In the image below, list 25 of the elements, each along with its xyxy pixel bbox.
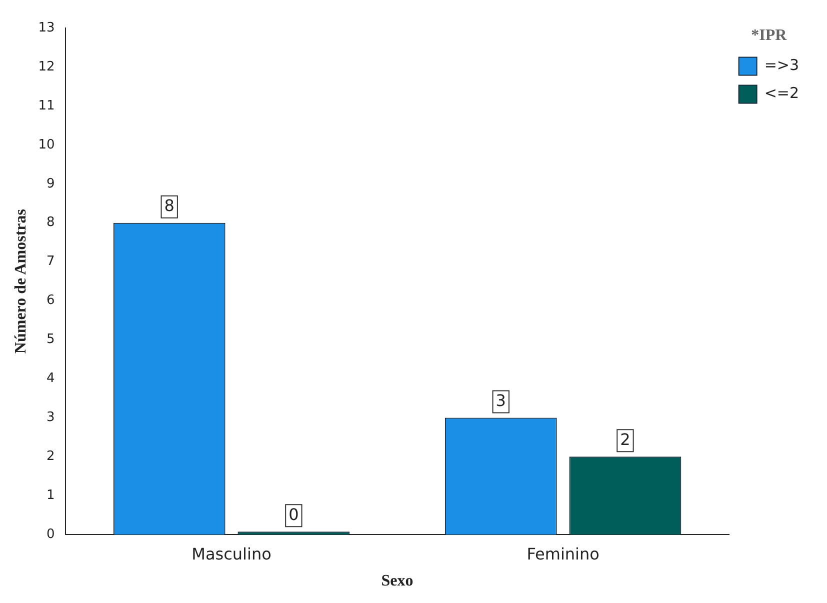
y-tick-label: 0 <box>46 526 55 542</box>
data-label: 0 <box>288 504 299 524</box>
data-label: 8 <box>164 196 174 215</box>
y-tick-label: 1 <box>46 488 55 504</box>
y-tick-label: 10 <box>38 137 55 152</box>
y-tick-label: 3 <box>46 410 55 426</box>
data-label: 3 <box>496 390 506 410</box>
y-tick-label: 9 <box>46 176 55 192</box>
y-tick-label: 5 <box>46 332 55 348</box>
legend-label: <=2 <box>764 84 800 102</box>
y-tick-label: 8 <box>46 215 55 230</box>
data-label: 2 <box>620 430 630 449</box>
y-tick-label: 13 <box>38 20 55 36</box>
y-tick-label: 6 <box>46 293 55 308</box>
y-tick-label: 2 <box>46 449 55 464</box>
x-axis-title: Sexo <box>381 572 414 590</box>
legend-label: =>3 <box>764 56 800 74</box>
y-tick-label: 4 <box>46 371 55 386</box>
y-axis-title: Número de Amostras <box>12 209 30 354</box>
x-tick-label: Feminino <box>526 544 600 564</box>
y-tick-label: 7 <box>46 254 55 270</box>
y-tick-label: 12 <box>38 59 55 74</box>
x-tick-label: Masculino <box>192 544 272 564</box>
y-tick-label: 11 <box>38 98 55 114</box>
legend-title: *IPR <box>751 27 788 44</box>
